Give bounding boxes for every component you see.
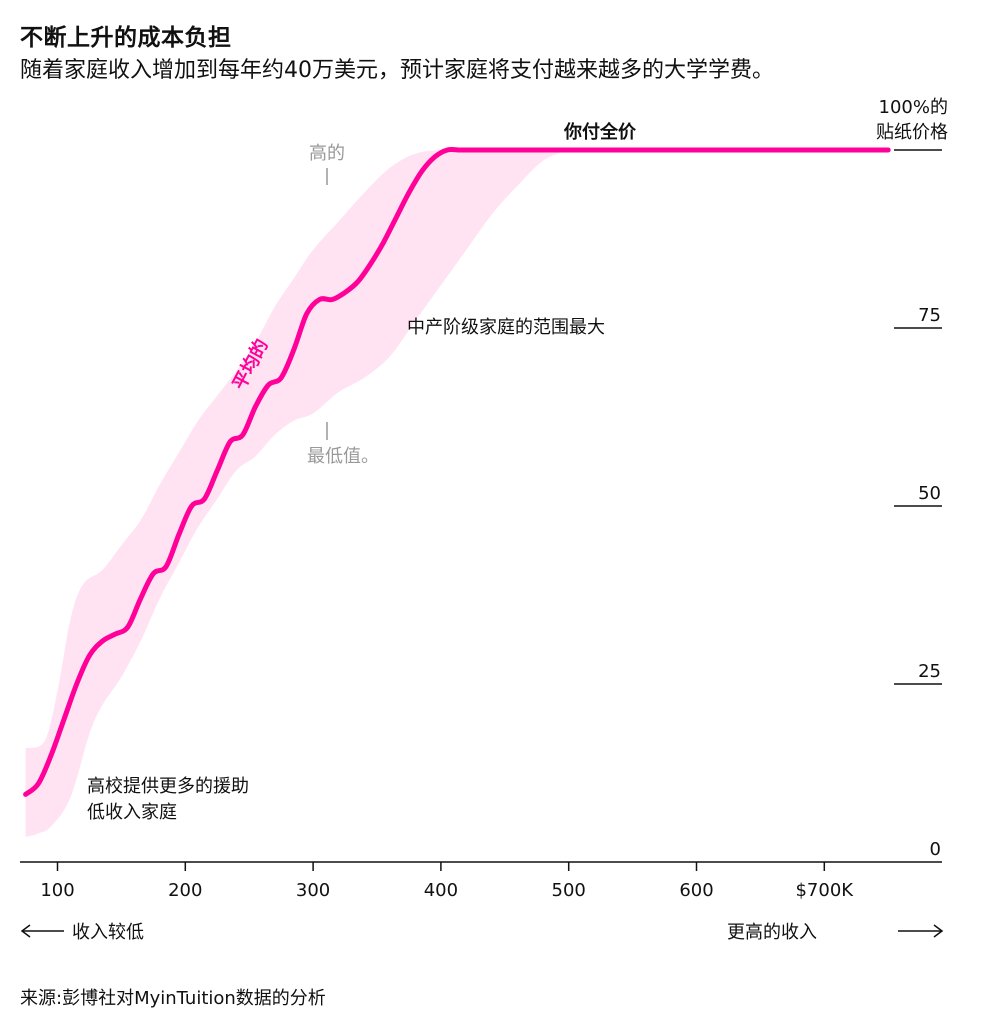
x-tick-label: 600: [679, 880, 713, 901]
low-income-annotation-line2: 低收入家庭: [87, 802, 177, 823]
high-label: 高的: [309, 143, 345, 164]
y-axis-top-label-2: 贴纸价格: [876, 122, 948, 143]
lower-income-arrowhead: [20, 924, 31, 938]
x-ticks: 100 200 300 400 500 600 $700K: [40, 862, 854, 901]
average-line-layer: [23, 146, 891, 797]
y-tick-label: 25: [918, 661, 941, 682]
full-price-label: 你付全价: [563, 121, 637, 143]
range-band-layer: [25, 150, 569, 838]
range-band: [25, 150, 569, 838]
y-tick-marks: 0 25 50 75: [894, 149, 942, 860]
y-tick-label: 75: [918, 305, 941, 326]
source-note: 来源:彭博社对MyinTuition数据的分析: [20, 988, 326, 1009]
x-tick-label: 500: [552, 880, 586, 901]
low-label: 最低值。: [307, 446, 379, 467]
x-tick-label: 400: [424, 880, 458, 901]
chart-subtitle: 随着家庭收入增加到每年约40万美元，预计家庭将支付越来越多的大学学费。: [20, 58, 774, 83]
higher-income-arrowhead: [933, 924, 944, 938]
x-tick-label: 100: [40, 880, 74, 901]
lower-income-label: 收入较低: [72, 922, 144, 943]
y-axis-top-label-1: 100%的: [879, 97, 948, 118]
low-income-annotation-line1: 高校提供更多的援助: [87, 776, 249, 797]
x-tick-label: 200: [168, 880, 202, 901]
chart-title: 不断上升的成本负担: [20, 25, 232, 51]
y-tick-label: 50: [918, 483, 941, 504]
average-line: [23, 146, 891, 797]
x-tick-label: 300: [296, 880, 330, 901]
middle-class-annotation: 中产阶级家庭的范围最大: [407, 317, 605, 338]
y-tick-label: 0: [930, 839, 941, 860]
higher-income-label: 更高的收入: [727, 922, 817, 943]
x-tick-label: $700K: [795, 880, 854, 901]
